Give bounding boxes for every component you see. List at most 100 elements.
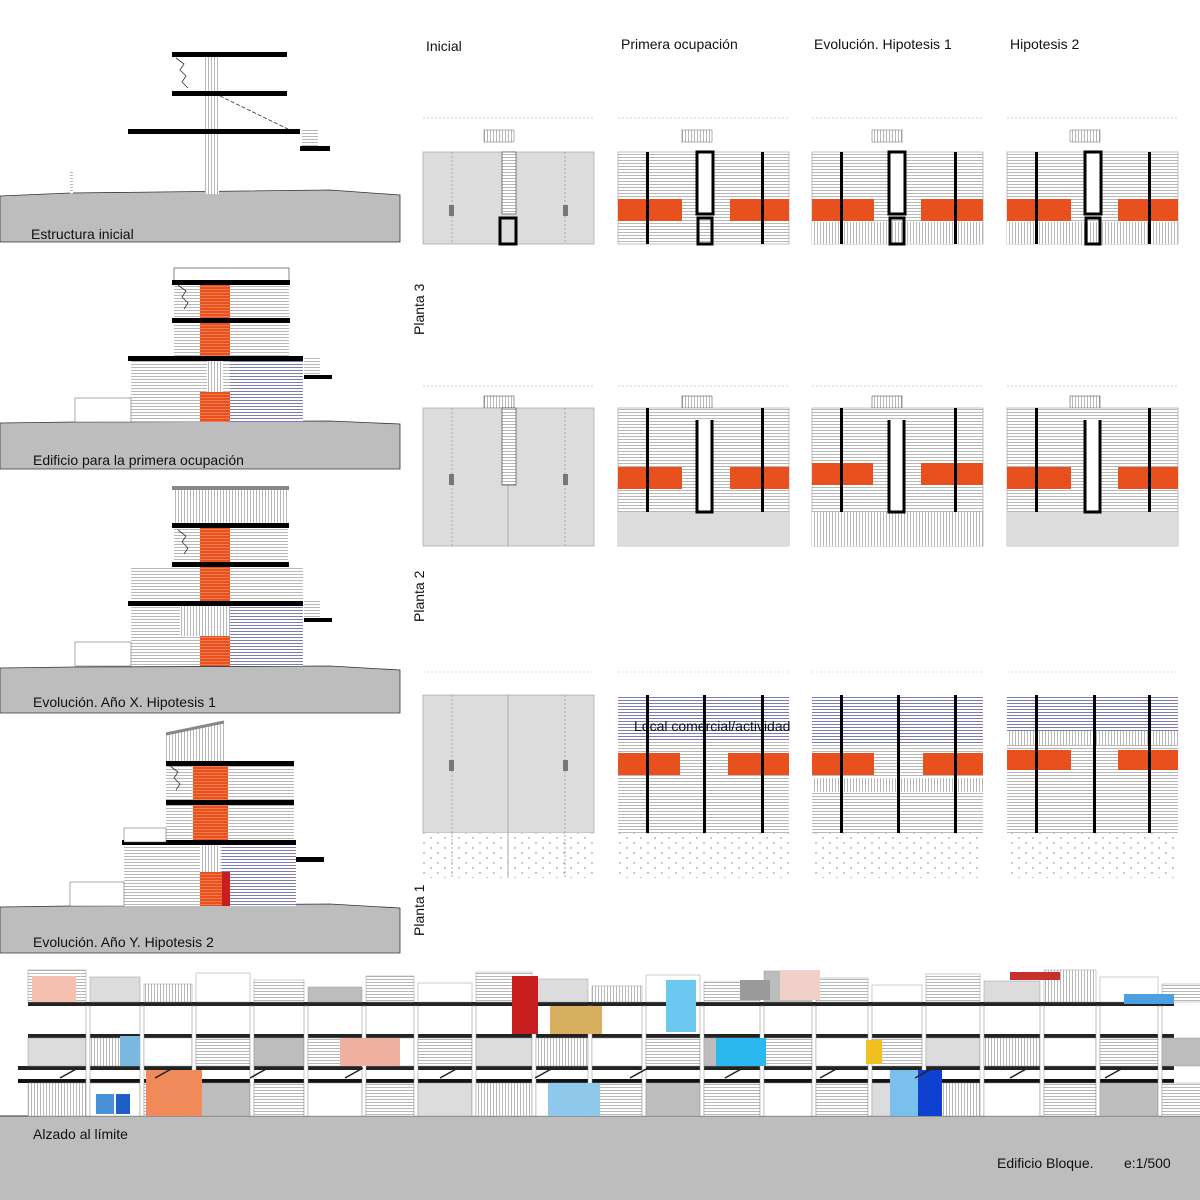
floor-label-planta-1: Planta 1	[411, 884, 427, 936]
elevation-stair-mark	[59, 1067, 79, 1079]
elevation-stair-mark	[249, 1067, 269, 1079]
elevation-stair-mark	[1009, 1067, 1029, 1079]
footer-scale: e:1/500	[1124, 1155, 1171, 1171]
elevation-color-panel	[32, 976, 76, 1002]
elevation-house-block	[925, 973, 981, 1003]
section-label-estructura-inicial: Estructura inicial	[31, 226, 134, 242]
elevation-color-panel	[716, 1038, 766, 1066]
elevation-house-block	[763, 1082, 813, 1117]
elevation-color-panel	[780, 970, 820, 1000]
elevation-color-panel	[120, 1036, 140, 1066]
elevation-house-block	[535, 978, 589, 1003]
elevation-house-block	[143, 983, 193, 1003]
elevation-party-wall	[1157, 1005, 1163, 1117]
floor-label-planta-2: Planta 2	[411, 570, 427, 622]
elevation-house-block	[417, 982, 473, 1003]
elevation-stair-mark	[439, 1067, 459, 1079]
column-header-hipotesis-1: Evolución. Hipotesis 1	[814, 36, 952, 52]
section-label-hipotesis-2: Evolución. Año Y. Hipotesis 2	[33, 934, 214, 950]
elevation-color-panel	[1124, 994, 1174, 1004]
elevation-house-block	[195, 972, 251, 1003]
elevation-party-wall	[641, 1005, 647, 1117]
elevation-house-block	[27, 1082, 87, 1117]
elevation-house-block	[89, 976, 141, 1003]
plan-row-planta-3	[422, 117, 1179, 246]
section-label-hipotesis-1: Evolución. Año X. Hipotesis 1	[33, 694, 216, 710]
elevation-house-block	[1099, 1037, 1159, 1067]
elevation-house-block	[1161, 1082, 1200, 1117]
elevation-house-block	[365, 975, 415, 1003]
elevation-color-panel	[96, 1094, 114, 1114]
section-estructura-inicial	[0, 52, 401, 243]
elevation-house-block	[645, 1082, 701, 1117]
column-header-primera-ocupacion: Primera ocupación	[621, 36, 738, 52]
elevation-house-block	[645, 1037, 701, 1067]
elevation-house-block	[983, 1082, 1041, 1117]
elevation-house-block	[1161, 1037, 1200, 1067]
section-label-primera-ocupacion: Edificio para la primera ocupación	[33, 452, 244, 468]
elevation-house-block	[365, 1082, 415, 1117]
section-hipotesis-1	[0, 486, 401, 714]
elevation-color-panel	[918, 1070, 942, 1116]
elevation-stair-mark	[724, 1067, 744, 1079]
elevation-color-panel	[146, 1070, 202, 1116]
elevation-party-wall	[413, 1005, 419, 1117]
elevation-color-panel	[550, 1006, 602, 1034]
footer-title: Edificio Bloque.	[997, 1155, 1094, 1171]
plan-row-planta-2	[422, 385, 1179, 547]
elevation-party-wall	[139, 1005, 145, 1117]
elevation-house-block	[983, 1037, 1041, 1067]
column-header-hipotesis-2: Hipotesis 2	[1010, 36, 1080, 52]
elevation-color-panel	[1010, 972, 1060, 980]
elevation-house-block	[815, 977, 869, 1003]
elevation-house-block	[591, 1082, 643, 1117]
section-hipotesis-2	[0, 720, 401, 954]
elevation-color-panel	[866, 1040, 882, 1064]
elevation-house-block	[535, 1037, 589, 1067]
elevation-stair-mark	[819, 1067, 839, 1079]
elevation-house-block	[591, 985, 643, 1003]
elevation-color-panel	[548, 1083, 600, 1116]
elevation-house-block	[1043, 1037, 1097, 1067]
elevation-party-wall	[249, 1005, 255, 1117]
elevation-house-block	[1099, 1082, 1159, 1117]
floor-label-planta-3: Planta 3	[411, 283, 427, 335]
elevation-party-wall	[979, 1005, 985, 1117]
elevation-party-wall	[85, 1005, 91, 1117]
elevation-house-block	[871, 984, 923, 1003]
elevation-party-wall	[699, 1005, 705, 1117]
elevation-house-block	[253, 1037, 305, 1067]
elevation-color-panel	[666, 980, 696, 1032]
elevation-stair-mark	[1104, 1067, 1124, 1079]
annotation-local-comercial: Local comercial/actividad	[634, 718, 791, 734]
elevation-house-block	[27, 1037, 87, 1067]
elevation-house-block	[253, 979, 305, 1003]
elevation-house-block	[925, 1037, 981, 1067]
elevation-color-panel	[740, 980, 770, 1000]
elevation-stair-mark	[534, 1067, 554, 1079]
elevation-house-block	[195, 1037, 251, 1067]
elevation-color-panel	[116, 1094, 130, 1114]
elevation-party-wall	[811, 1005, 817, 1117]
elevation-house-block	[143, 1037, 193, 1067]
elevation-house-block	[307, 1082, 363, 1117]
section-primera-ocupacion	[0, 267, 401, 470]
elevation-stair-mark	[154, 1067, 174, 1079]
elevation-house-block	[475, 1037, 533, 1067]
elevation-house-block	[815, 1082, 869, 1117]
elevation-house-block	[703, 1082, 761, 1117]
elevation-house-block	[253, 1082, 305, 1117]
elevation-party-wall	[471, 1005, 477, 1117]
elevation-house-block	[591, 1037, 643, 1067]
elevation-color-panel	[512, 976, 538, 1034]
elevation-house-block	[815, 1037, 869, 1067]
elevation-house-block	[763, 1037, 813, 1067]
elevation-house-block	[1043, 1082, 1097, 1117]
elevation-house-block	[417, 1082, 473, 1117]
elevation-house-block	[983, 980, 1041, 1003]
elevation-stair-mark	[914, 1067, 934, 1079]
plans-grid	[422, 117, 1179, 878]
elevation-strip	[0, 969, 1200, 1200]
elevation-house-block	[307, 986, 363, 1003]
